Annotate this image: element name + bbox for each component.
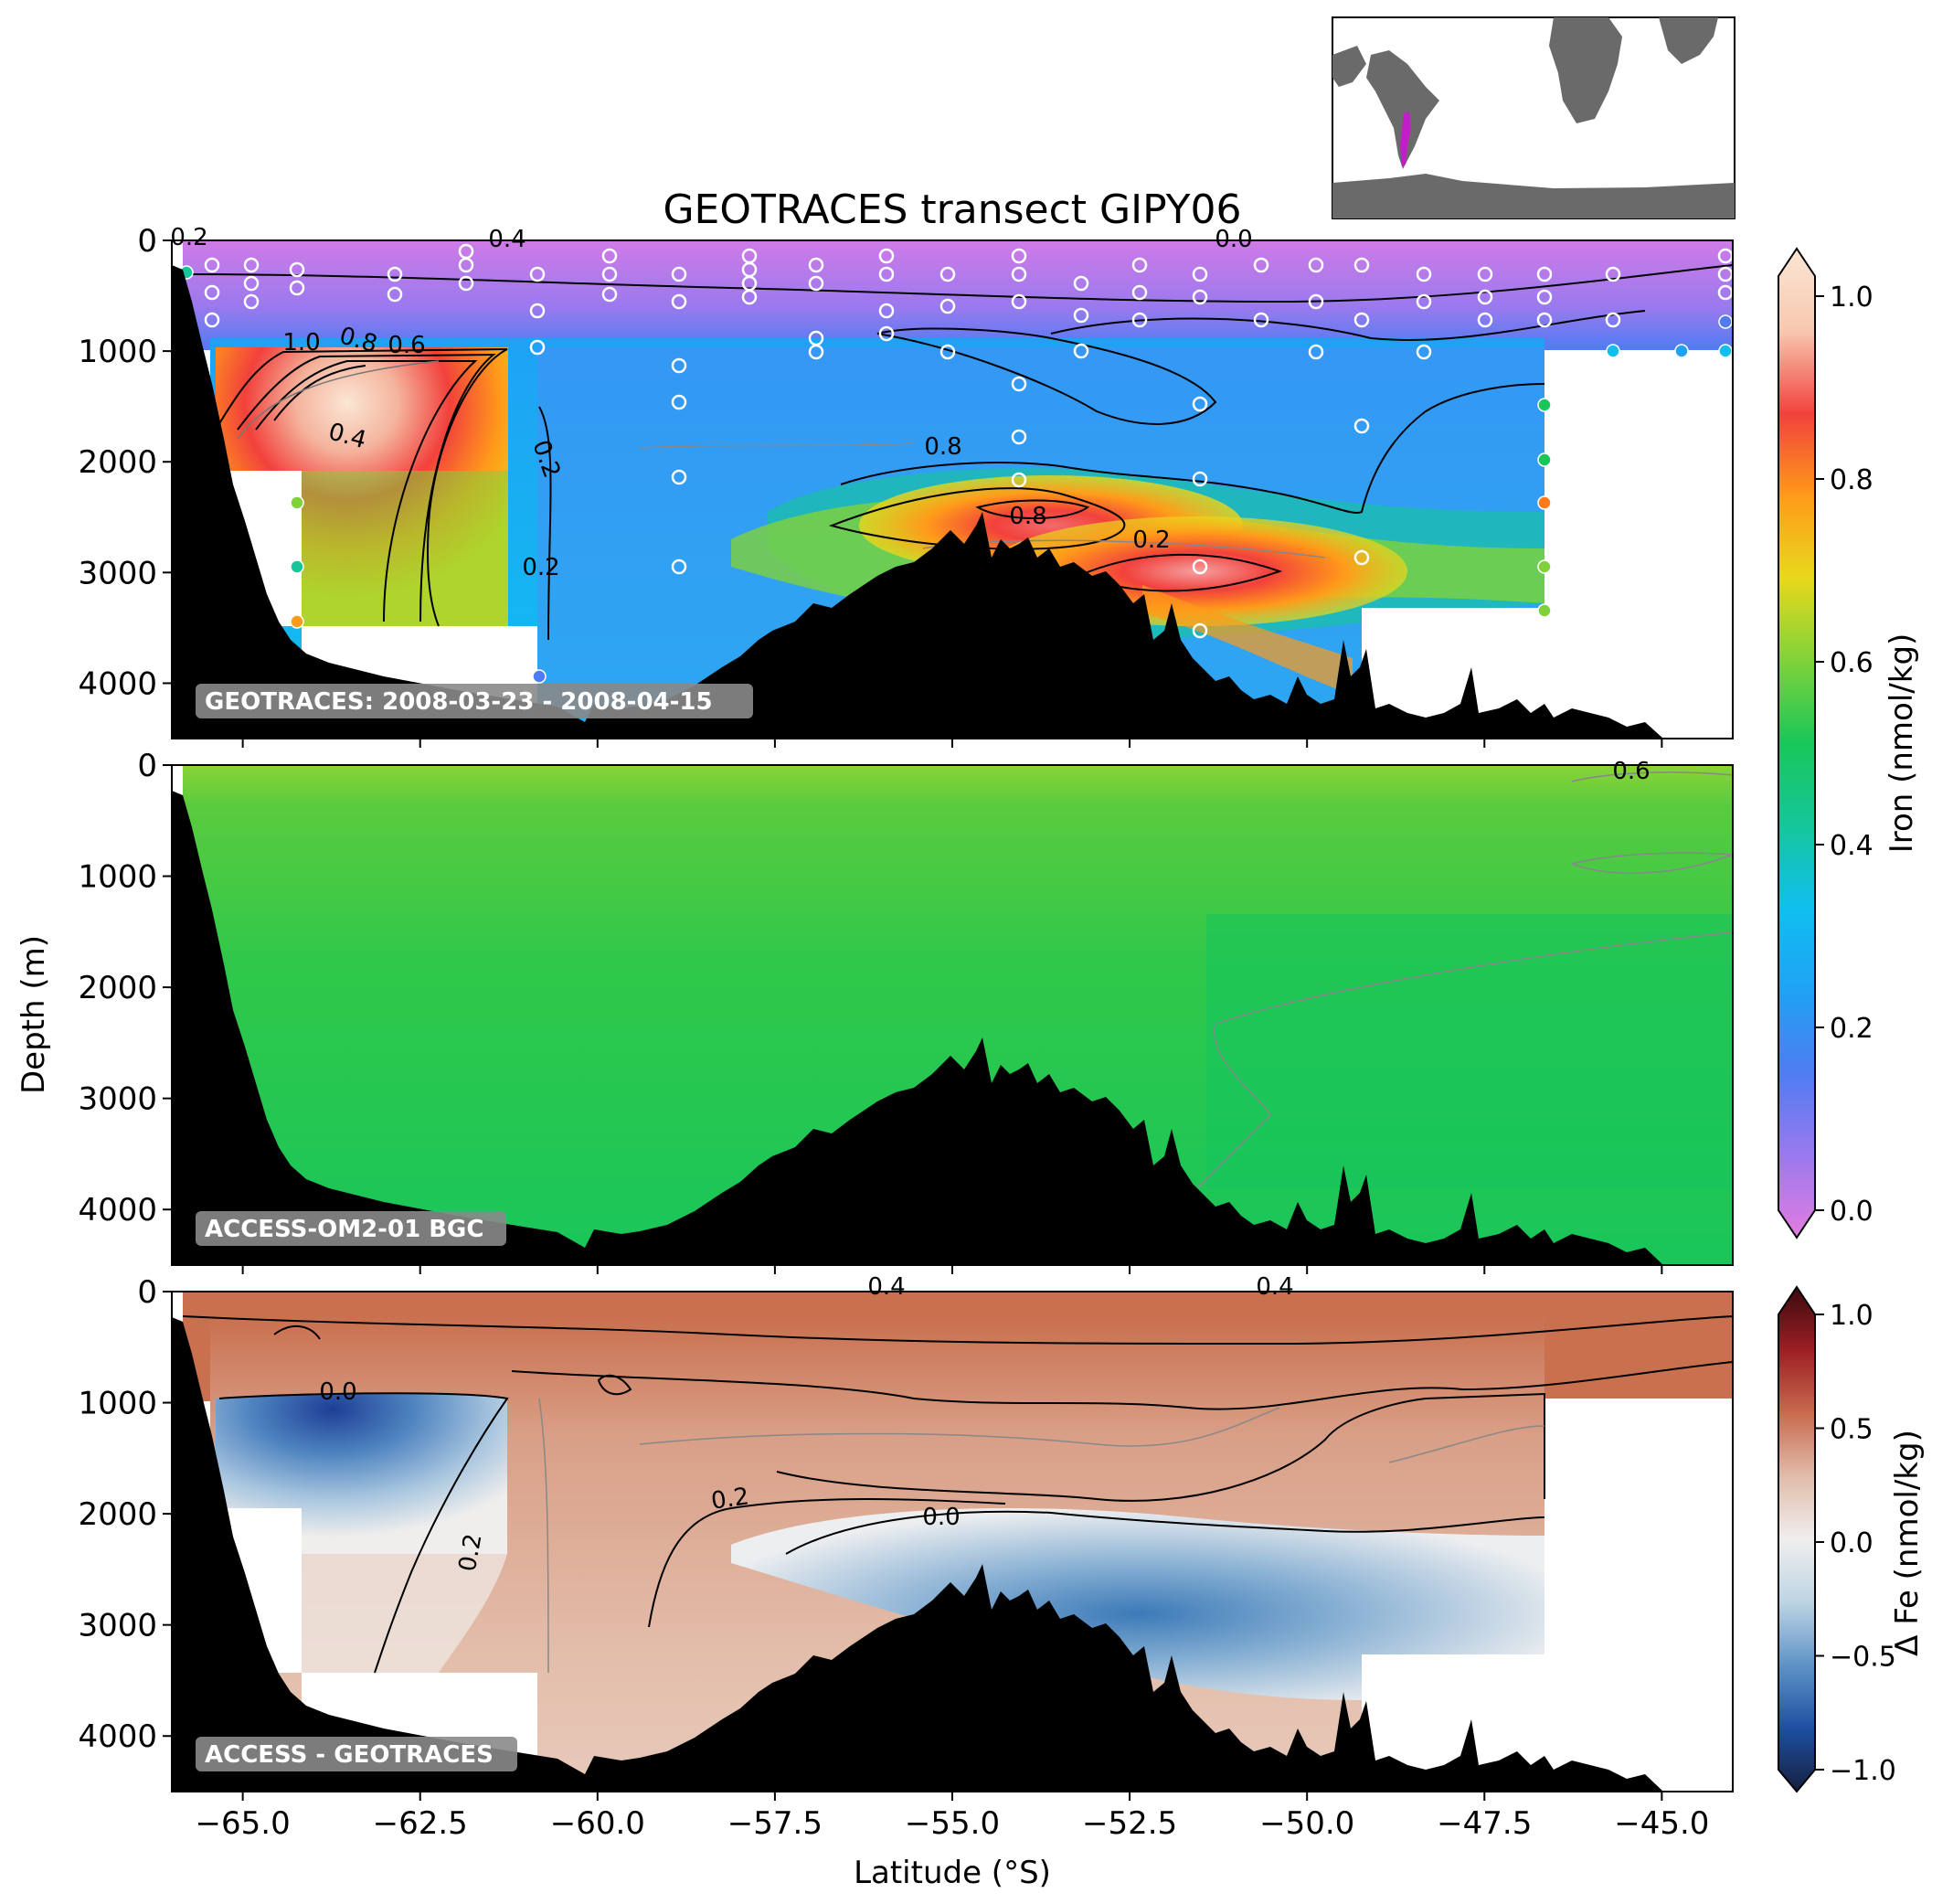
y-tick-label: 4000 xyxy=(78,1192,157,1229)
y-tick-label: 1000 xyxy=(78,334,157,370)
y-tick-label: 2000 xyxy=(78,970,157,1006)
contour-label: 0.4 xyxy=(488,226,525,253)
delta-colorbar-ticks: −1.0 −0.5 0.0 0.5 1.0 xyxy=(1815,1300,1896,1787)
difference-ridge-negative xyxy=(731,1508,1544,1700)
difference-shelf-negative xyxy=(216,1393,507,1554)
contour-label: 0.6 xyxy=(387,332,425,359)
y-tick-label: 3000 xyxy=(78,1081,157,1118)
iron-colorbar-body xyxy=(1778,247,1816,1239)
difference-contours xyxy=(182,1315,1734,1674)
delta-colorbar-label: Δ Fe (nmol/kg) xyxy=(1889,1430,1926,1656)
x-tick-label: −50.0 xyxy=(1259,1805,1354,1842)
contour-label: 0.0 xyxy=(922,1504,960,1531)
colorbar-tick-label: 0.2 xyxy=(1830,1013,1873,1045)
iron-colorbar-ticks: 0.0 0.2 0.4 0.6 0.8 1.0 xyxy=(1815,282,1873,1228)
x-tick-label: −62.5 xyxy=(373,1805,468,1842)
y-tick-label: 1000 xyxy=(78,859,157,896)
panel-tag-access-model: ACCESS-OM2-01 BGC xyxy=(205,1216,483,1243)
x-tick-label: −55.0 xyxy=(905,1805,1000,1842)
colorbar-tick-label: 0.5 xyxy=(1830,1414,1873,1446)
x-tick-label: −65.0 xyxy=(196,1805,291,1842)
y-tick-label: 2000 xyxy=(78,1496,157,1533)
x-tick-label: −45.0 xyxy=(1614,1805,1709,1842)
contour-label: 0.2 xyxy=(1132,527,1170,554)
contour-label: 0.8 xyxy=(924,433,961,461)
y-tick-label: 3000 xyxy=(78,1608,157,1644)
contour-label: 1.0 xyxy=(282,329,320,356)
iron-colorbar: 0.0 0.2 0.4 0.6 0.8 1.0 Iron (nmol/kg) xyxy=(1778,247,1920,1239)
colorbar-tick-label: 0.8 xyxy=(1830,464,1873,496)
panel-tag-difference: ACCESS - GEOTRACES xyxy=(205,1741,494,1769)
y-tick-label: 3000 xyxy=(78,555,157,591)
colorbar-tick-label: 1.0 xyxy=(1830,1300,1873,1332)
y-tick-label: 2000 xyxy=(78,444,157,481)
colorbar-tick-label: −0.5 xyxy=(1830,1642,1896,1674)
y-tick-label: 4000 xyxy=(78,665,157,702)
colorbar-tick-label: 0.0 xyxy=(1830,1527,1873,1559)
contour-label: 0.2 xyxy=(170,224,207,251)
colorbar-tick-label: 1.0 xyxy=(1830,282,1873,314)
colorbar-tick-label: −1.0 xyxy=(1830,1755,1896,1787)
contour-label: 0.0 xyxy=(1215,226,1252,253)
delta-colorbar: −1.0 −0.5 0.0 0.5 1.0 Δ Fe (nmol/kg) xyxy=(1778,1285,1926,1793)
y-axis-label: Depth (m) xyxy=(16,935,52,1094)
inset-map xyxy=(1332,16,1735,219)
panel-geotraces: 0.2 0.40.60.80.4 0.80.80.20.20.21.00.0 GEO… xyxy=(170,224,1734,739)
contour-label: 0.4 xyxy=(867,1273,905,1301)
contour-label: 0.6 xyxy=(1612,758,1650,785)
x-tick-label: −57.5 xyxy=(727,1805,823,1842)
delta-colorbar-body xyxy=(1778,1285,1816,1793)
contour-label: 0.8 xyxy=(1009,503,1046,530)
panel-tag-box xyxy=(196,1211,506,1246)
access-model-contour-labels: 0.6 xyxy=(1612,758,1650,785)
x-tick-label: −60.0 xyxy=(550,1805,645,1842)
panel-difference: 0.0 0.2 0.0 0.2 0.4 0.4 ACCESS - GEOTRACES xyxy=(171,1273,1734,1792)
colorbar-tick-label: 0.4 xyxy=(1830,830,1873,862)
x-axis-label: Latitude (°S) xyxy=(854,1855,1051,1891)
y-tick-label: 4000 xyxy=(78,1718,157,1755)
panel-tag-box xyxy=(196,1737,517,1771)
contour-label: 0.2 xyxy=(454,1532,488,1574)
y-tick-label: 0 xyxy=(137,748,157,784)
geotraces-sample-stations xyxy=(204,243,1734,639)
x-tick-label: −52.5 xyxy=(1082,1805,1177,1842)
contour-label: 0.2 xyxy=(709,1483,750,1515)
x-tick-label: −47.5 xyxy=(1437,1805,1532,1842)
contour-label: 0.4 xyxy=(1256,1273,1293,1301)
y-tick-label: 0 xyxy=(137,223,157,260)
colorbar-tick-label: 0.0 xyxy=(1830,1196,1873,1228)
panel-tag-geotraces: GEOTRACES: 2008-03-23 - 2008-04-15 xyxy=(205,688,713,716)
inset-transect-line xyxy=(1400,112,1411,166)
panel-tag-box xyxy=(196,684,753,718)
y-tick-label: 0 xyxy=(137,1274,157,1311)
chart-title: GEOTRACES transect GIPY06 xyxy=(663,186,1241,233)
y-tick-label: 1000 xyxy=(78,1386,157,1422)
axes-ticks: 0 1000 2000 3000 4000 0 1000 2000 3000 4000 0 1000 2… xyxy=(78,223,1709,1842)
inset-map-land xyxy=(1332,17,1735,218)
geotraces-contour-labels: 0.2 0.40.60.80.4 0.80.80.20.20.21.00.0 xyxy=(170,224,1252,581)
iron-colorbar-label: Iron (nmol/kg) xyxy=(1884,633,1920,854)
colorbar-tick-label: 0.6 xyxy=(1830,647,1873,679)
contour-label: 0.2 xyxy=(522,554,559,581)
panel-access-model: 0.6 ACCESS-OM2-01 BGC xyxy=(171,758,1734,1266)
difference-contour-labels: 0.0 0.2 0.0 0.2 0.4 0.4 xyxy=(319,1273,1293,1574)
contour-label: 0.0 xyxy=(319,1378,356,1406)
